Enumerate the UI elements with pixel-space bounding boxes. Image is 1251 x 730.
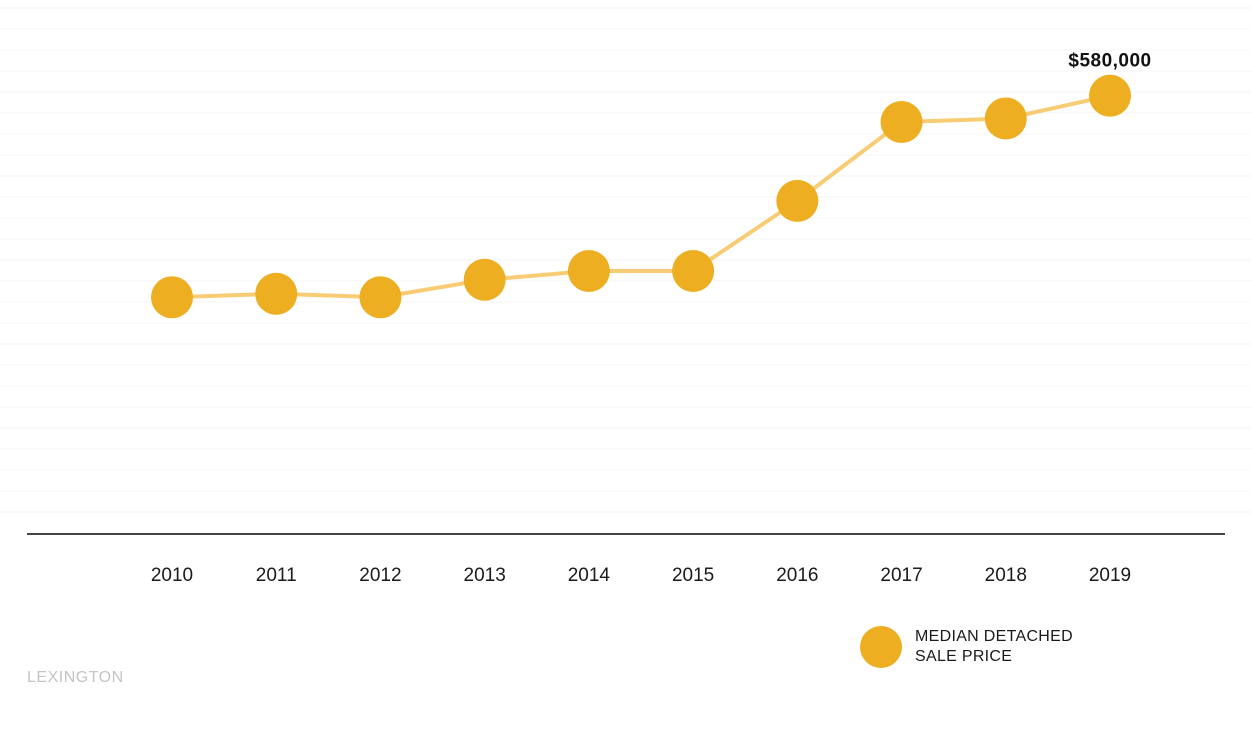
data-point-2017 (880, 100, 923, 143)
data-point-2011 (255, 272, 298, 315)
data-point-2019 (1089, 74, 1131, 117)
data-point-2016 (776, 179, 819, 222)
x-tick-label-2018: 2018 (985, 565, 1027, 586)
x-tick-label-2013: 2013 (464, 565, 506, 586)
x-tick-label-2012: 2012 (359, 565, 401, 586)
data-label-2019: $580,000 (1068, 51, 1151, 72)
x-tick-label-2010: 2010 (151, 565, 193, 586)
x-tick-label-2017: 2017 (880, 565, 922, 586)
data-point-2012 (359, 276, 402, 319)
legend: MEDIAN DETACHED SALE PRICE (860, 626, 1115, 668)
data-point-2010 (151, 276, 193, 319)
legend-marker-icon (860, 626, 902, 668)
x-tick-label-2019: 2019 (1089, 565, 1131, 586)
x-tick-labels: 2010 2011 2012 2013 2014 2015 2016 2017 2018 2019 (151, 565, 1131, 586)
x-tick-label-2015: 2015 (672, 565, 714, 586)
data-point-2018 (984, 97, 1027, 140)
brand-watermark: LEXINGTON (27, 669, 124, 686)
data-point-2013 (463, 258, 506, 301)
data-point-2015 (672, 250, 715, 292)
x-tick-label-2014: 2014 (568, 565, 611, 586)
gridlines (0, 7, 1251, 513)
x-tick-label-2011: 2011 (256, 565, 297, 586)
series-line (170, 93, 1112, 300)
data-points (151, 74, 1131, 319)
x-tick-label-2016: 2016 (776, 565, 818, 586)
data-labels: $580,000 (1068, 51, 1151, 72)
legend-label: MEDIAN DETACHED SALE PRICE (915, 628, 1073, 665)
data-point-2014 (567, 250, 610, 292)
